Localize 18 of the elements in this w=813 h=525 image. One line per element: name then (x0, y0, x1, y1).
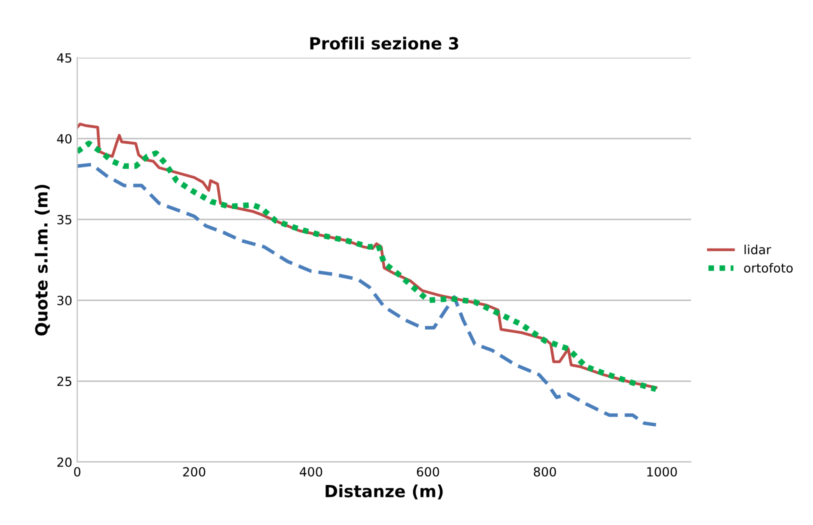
x-tick-label: 400 (300, 467, 322, 477)
y-tick-label: 30 (57, 296, 72, 306)
y-tick-label: 45 (57, 53, 72, 63)
y-tick-label: 25 (57, 376, 72, 386)
x-axis-title: Distanze (m) (326, 484, 443, 500)
x-tick-label: 200 (183, 467, 206, 477)
x-tick-label: 0 (74, 467, 80, 477)
y-tick-label: 40 (57, 134, 72, 144)
x-tick-label: 1000 (647, 467, 677, 477)
x-tick-label: 600 (416, 467, 440, 477)
line-series (77, 162, 658, 427)
x-tick-label: 800 (534, 467, 556, 477)
chart-title: Profili sezione 3 (310, 36, 458, 50)
y-axis-title: Quote s.l.m. (m) (34, 184, 50, 336)
y-tick-label: 20 (57, 457, 72, 467)
legend-label: lidar (744, 244, 772, 254)
legend-label: ortofoto (744, 263, 793, 273)
y-tick-label: 35 (57, 214, 72, 224)
